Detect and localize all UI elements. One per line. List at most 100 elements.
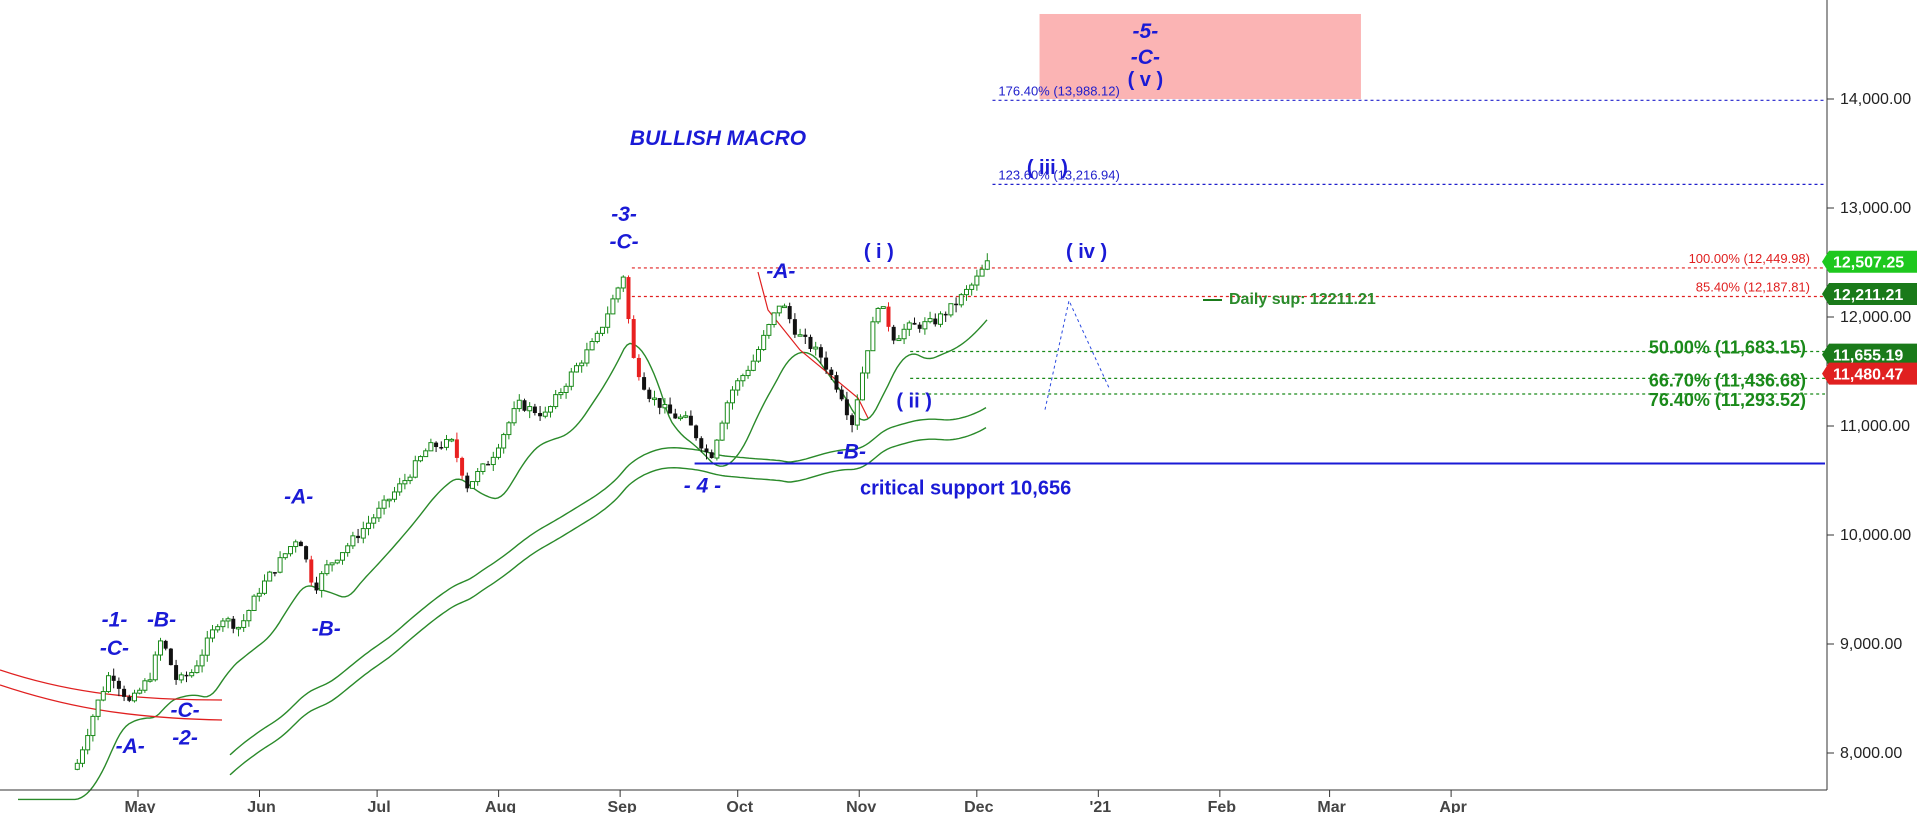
fib-level-label: 76.40% (11,293.52): [1649, 390, 1806, 410]
y-tick-label: 12,000.00: [1840, 309, 1911, 326]
x-tick-label: Nov: [846, 799, 876, 813]
candle-body-up: [714, 439, 720, 459]
wave-label: -A-: [284, 485, 313, 508]
candle-body-down: [792, 319, 797, 335]
candle-body-up: [729, 389, 735, 404]
candle-body-down: [818, 347, 823, 358]
candle-body-down: [808, 336, 813, 349]
candle-body-down: [657, 398, 662, 408]
price-tag-label: 11,480.47: [1833, 367, 1903, 384]
candle-body-up: [969, 284, 975, 290]
y-tick-label: 8,000.00: [1840, 745, 1902, 762]
candle-body-up: [157, 640, 163, 656]
candle-body-down: [168, 648, 173, 666]
wave-label: -C-: [170, 699, 199, 722]
candle-body-up: [495, 447, 501, 458]
candle-body-up: [963, 288, 969, 296]
candle-body-up: [199, 654, 205, 667]
daily-support-label: Daily sup: 12211.21: [1229, 291, 1376, 308]
fib-level-label: 100.00% (12,449.98): [1689, 251, 1810, 266]
candle-body-down: [829, 369, 834, 376]
candle-body-up: [979, 268, 985, 277]
x-tick-label: Apr: [1439, 799, 1467, 813]
candle-body-up: [896, 338, 902, 342]
candle-body-up: [261, 580, 267, 594]
candle-body-up: [267, 571, 273, 582]
candle-body-up: [511, 408, 517, 424]
target-zone: [1039, 13, 1361, 100]
wave-label: -A-: [766, 260, 795, 283]
candle-body-down: [839, 389, 844, 400]
price-tag: 12,211.21: [1822, 282, 1917, 305]
candle-body-up: [386, 498, 392, 502]
wave-label: ( iv ): [1066, 241, 1107, 263]
critical-support-label: critical support 10,656: [860, 477, 1071, 499]
price-tag-label: 12,211.21: [1833, 287, 1903, 304]
wave-label: -C-: [1131, 46, 1160, 69]
candle-body-down: [231, 618, 236, 629]
candle-body-down: [943, 313, 948, 316]
candle-body-up: [381, 499, 387, 509]
candle-body-down: [626, 277, 631, 320]
candle-body-down: [538, 413, 543, 417]
y-axis: 8,000.00 9,000.00 10,000.00 11,000.00 12,000…: [1826, 0, 1911, 790]
candle-body-down: [673, 413, 678, 419]
candle-body-up: [209, 629, 215, 639]
red-band-lower-line: [0, 684, 223, 721]
candles: [74, 253, 1111, 771]
candle-body-down: [631, 319, 636, 358]
candle-body-up: [927, 318, 933, 323]
candle-body-up: [870, 321, 876, 352]
candle-body-up: [516, 399, 522, 410]
candle-body-down: [184, 674, 189, 677]
x-tick-label: Mar: [1317, 799, 1345, 813]
wave-label: -5-: [1133, 20, 1159, 43]
wave-swing-line: [1044, 299, 1111, 410]
fib-level-label: 50.00% (11,683.15): [1649, 338, 1806, 358]
wave-label: -3-: [611, 203, 637, 226]
candle-body-down: [954, 303, 959, 306]
candle-body-up: [345, 545, 351, 554]
candle-body-down: [824, 357, 829, 370]
candle-body-down: [912, 322, 917, 325]
candle-body-down: [834, 375, 839, 390]
candle-body-up: [417, 456, 423, 462]
candle-body-up: [854, 399, 860, 426]
price-tag-box: [1822, 250, 1917, 273]
price-tag-label: 12,507.25: [1833, 255, 1904, 272]
candle-body-up: [547, 406, 553, 413]
wave-label: ( v ): [1128, 69, 1164, 91]
candle-body-up: [542, 411, 548, 417]
candle-body-up: [339, 552, 345, 561]
candle-body-up: [745, 369, 751, 377]
candle-body-up: [412, 460, 418, 478]
candle-body-up: [423, 450, 429, 458]
candle-body-up: [360, 528, 366, 539]
price-tag: 12,507.25: [1822, 250, 1917, 273]
candle-body-up: [984, 260, 990, 270]
wave-label: ( iii ): [1027, 157, 1068, 179]
candle-body-up: [220, 620, 226, 628]
price-tag-label: 11,655.19: [1833, 348, 1903, 365]
candle-body-down: [688, 415, 693, 426]
x-axis: May Jun Jul Aug Sep Oct Nov Dec '21 Feb Mar Apr: [0, 789, 1827, 813]
wave-label: -1-: [102, 609, 128, 632]
candle-body-up: [501, 434, 507, 449]
candle-body-up: [178, 674, 184, 681]
fib-level-label: 176.40% (13,988.12): [998, 83, 1119, 98]
candle-body-up: [449, 438, 455, 442]
candle-body-up: [579, 362, 585, 367]
candle-body-up: [563, 385, 569, 394]
candle-body-up: [683, 415, 689, 418]
candle-body-up: [958, 294, 964, 306]
candle-body-up: [865, 350, 871, 374]
x-tick-label: May: [124, 799, 155, 813]
candle-body-up: [293, 541, 299, 548]
wave-label: -2-: [172, 726, 198, 749]
target-zone-box: [1039, 13, 1361, 100]
wave-label: -B-: [147, 609, 176, 632]
candle-body-down: [668, 404, 673, 414]
candle-body-up: [365, 522, 371, 530]
candle-body-up: [755, 349, 761, 362]
candle-body-down: [460, 457, 465, 476]
